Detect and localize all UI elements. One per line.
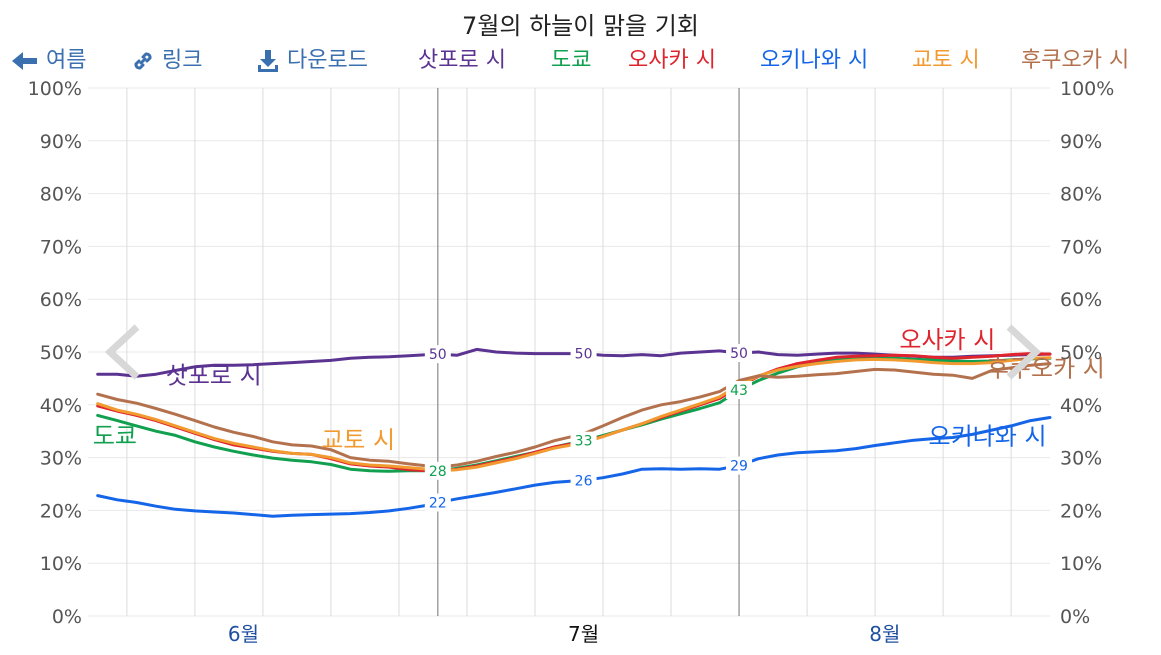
link-button[interactable]: 링크	[132, 44, 202, 78]
next-arrow-icon[interactable]	[1006, 324, 1042, 380]
month-label[interactable]: 6월	[228, 622, 259, 646]
month-label[interactable]: 7월	[568, 622, 599, 646]
data-label-bg	[570, 344, 597, 363]
data-label: 50	[730, 346, 748, 362]
back-button[interactable]: 여름	[12, 44, 86, 78]
download-label: 다운로드	[287, 48, 368, 73]
y-tick-label-right: 50%	[1060, 342, 1102, 364]
y-tick-label-right: 10%	[1060, 553, 1102, 575]
y-tick-label-right: 90%	[1060, 131, 1102, 153]
y-tick-label-right: 70%	[1060, 236, 1102, 258]
y-tick-label-left: 70%	[40, 236, 82, 258]
link-icon	[134, 52, 152, 70]
prev-arrow-icon[interactable]	[104, 324, 140, 380]
link-label: 링크	[162, 48, 203, 73]
data-label: 50	[429, 347, 447, 363]
y-tick-label-left: 20%	[40, 500, 82, 522]
data-label-bg	[424, 345, 451, 364]
legend-item-okinawa[interactable]: 오키나와 시	[760, 48, 869, 73]
series-name-label: 후쿠오카 시	[987, 354, 1105, 382]
series-name-label: 오사카 시	[899, 326, 995, 354]
chart-title: 7월의 하늘이 맑을 기회	[462, 12, 699, 40]
data-label-bg	[726, 381, 753, 400]
data-label-bg	[570, 471, 597, 490]
y-tick-label-left: 80%	[40, 184, 82, 206]
legend-item-sapporo[interactable]: 삿포로 시	[418, 48, 506, 73]
month-label[interactable]: 8월	[869, 622, 900, 646]
data-label: 22	[429, 495, 447, 511]
back-label: 여름	[46, 48, 87, 73]
download-button[interactable]: 다운로드	[257, 44, 368, 78]
data-label: 43	[730, 383, 748, 399]
series-name-label: 교토 시	[321, 426, 395, 454]
data-label: 28	[429, 464, 447, 480]
data-label-bg	[570, 431, 597, 450]
y-tick-label-right: 0%	[1060, 606, 1090, 628]
download-icon	[258, 50, 278, 72]
series-name-label: 오키나와 시	[929, 422, 1047, 450]
series-line-후쿠오카-시[interactable]	[96, 362, 1052, 469]
legend-item-tokyo[interactable]: 도쿄	[551, 48, 592, 73]
series-line-오키나와-시[interactable]	[96, 416, 1052, 518]
data-label: 50	[575, 347, 593, 363]
y-tick-label-left: 30%	[40, 448, 82, 470]
y-tick-label-right: 20%	[1060, 500, 1102, 522]
arrow-left-icon	[12, 52, 37, 70]
y-tick-label-right: 30%	[1060, 448, 1102, 470]
y-tick-label-right: 100%	[1060, 78, 1114, 100]
data-label: 29	[730, 459, 748, 475]
toolbar: 여름 링크 다운로드 삿포로 시 도쿄 오사카 시 오키나와 시 교토 시 후쿠…	[0, 44, 1161, 78]
y-tick-label-left: 90%	[40, 131, 82, 153]
data-label: 33	[575, 434, 593, 450]
y-tick-label-left: 40%	[40, 395, 82, 417]
series-line-교토-시[interactable]	[96, 356, 1052, 473]
legend-item-osaka[interactable]: 오사카 시	[628, 48, 716, 73]
data-label: 26	[575, 473, 593, 489]
y-tick-label-left: 60%	[40, 289, 82, 311]
legend-item-kyoto[interactable]: 교토 시	[912, 48, 980, 73]
series-name-label: 삿포로 시	[166, 362, 262, 390]
y-tick-label-left: 50%	[40, 342, 82, 364]
legend-item-fukuoka[interactable]: 후쿠오카 시	[1021, 48, 1130, 73]
y-tick-label-left: 10%	[40, 553, 82, 575]
y-tick-label-left: 100%	[28, 78, 82, 100]
data-label-bg	[424, 461, 451, 480]
y-tick-label-right: 80%	[1060, 184, 1102, 206]
series-name-label: 도쿄	[93, 422, 137, 450]
data-label-bg	[726, 344, 753, 363]
data-label-bg	[424, 493, 451, 512]
y-tick-label-left: 0%	[52, 606, 82, 628]
data-label-bg	[726, 456, 753, 475]
y-tick-label-right: 40%	[1060, 395, 1102, 417]
y-tick-label-right: 60%	[1060, 289, 1102, 311]
